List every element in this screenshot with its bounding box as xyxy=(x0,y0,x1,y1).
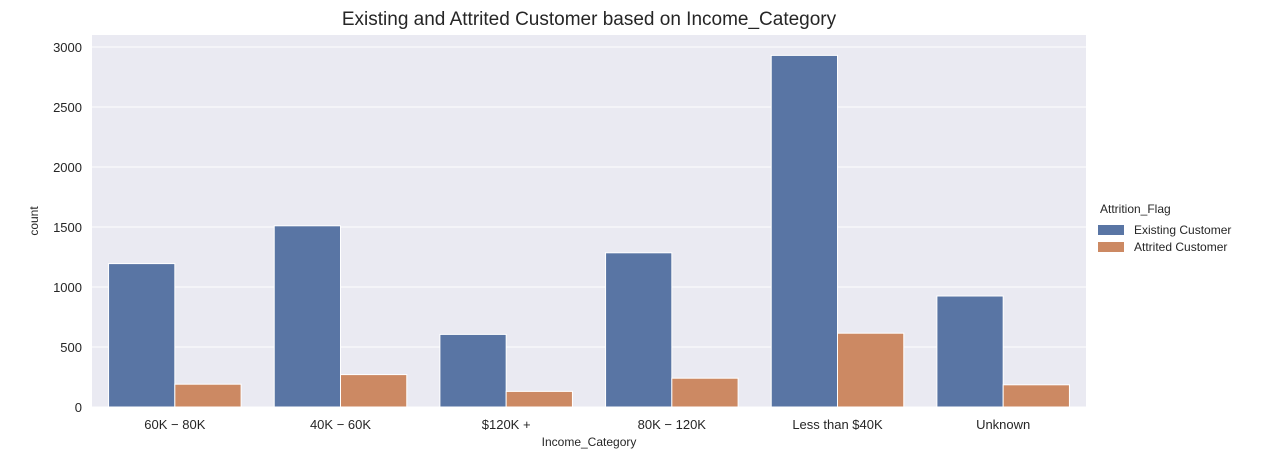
chart-title: Existing and Attrited Customer based on … xyxy=(342,9,837,30)
x-tick-4: Less than $40K xyxy=(792,417,883,432)
y-axis-label: count xyxy=(27,206,41,236)
y-tick-0: 0 xyxy=(75,400,82,415)
bar-attrited-4 xyxy=(837,332,905,408)
y-tick-1500: 1500 xyxy=(53,220,82,235)
x-tick-labels: 60K − 80K 40K − 60K $120K + 80K − 120K Less … xyxy=(144,417,1030,432)
bar-existing-1 xyxy=(273,225,342,408)
y-tick-1000: 1000 xyxy=(53,280,82,295)
bar-existing-0 xyxy=(108,263,176,408)
y-tick-3000: 3000 xyxy=(53,40,82,55)
x-tick-2: $120K + xyxy=(482,417,531,432)
y-tick-labels: 0 500 1000 1500 2000 2500 3000 xyxy=(53,40,82,415)
y-tick-500: 500 xyxy=(60,340,82,355)
legend-swatch-existing xyxy=(1098,225,1124,235)
legend: Attrition_Flag Existing Customer Attrite… xyxy=(1098,202,1231,254)
bar-attrited-1 xyxy=(340,374,408,408)
bar-attrited-3 xyxy=(671,377,739,408)
bar-existing-3 xyxy=(605,252,673,408)
bar-existing-4 xyxy=(770,54,839,408)
x-tick-1: 40K − 60K xyxy=(310,417,371,432)
y-tick-2500: 2500 xyxy=(53,100,82,115)
x-tick-3: 80K − 120K xyxy=(638,417,707,432)
legend-title: Attrition_Flag xyxy=(1100,202,1171,216)
bar-attrited-0 xyxy=(174,383,242,408)
plot-background xyxy=(92,35,1086,407)
y-tick-2000: 2000 xyxy=(53,160,82,175)
bar-existing-5 xyxy=(936,295,1004,408)
bar-attrited-5 xyxy=(1002,384,1070,408)
x-tick-5: Unknown xyxy=(976,417,1030,432)
legend-label-existing: Existing Customer xyxy=(1134,223,1231,237)
gridlines xyxy=(92,46,1086,408)
bars xyxy=(108,54,1070,408)
bar-attrited-2 xyxy=(505,390,573,408)
bar-existing-2 xyxy=(439,333,507,408)
legend-swatch-attrited xyxy=(1098,242,1124,252)
legend-label-attrited: Attrited Customer xyxy=(1134,240,1227,254)
x-axis-label: Income_Category xyxy=(542,435,637,449)
x-tick-0: 60K − 80K xyxy=(144,417,205,432)
